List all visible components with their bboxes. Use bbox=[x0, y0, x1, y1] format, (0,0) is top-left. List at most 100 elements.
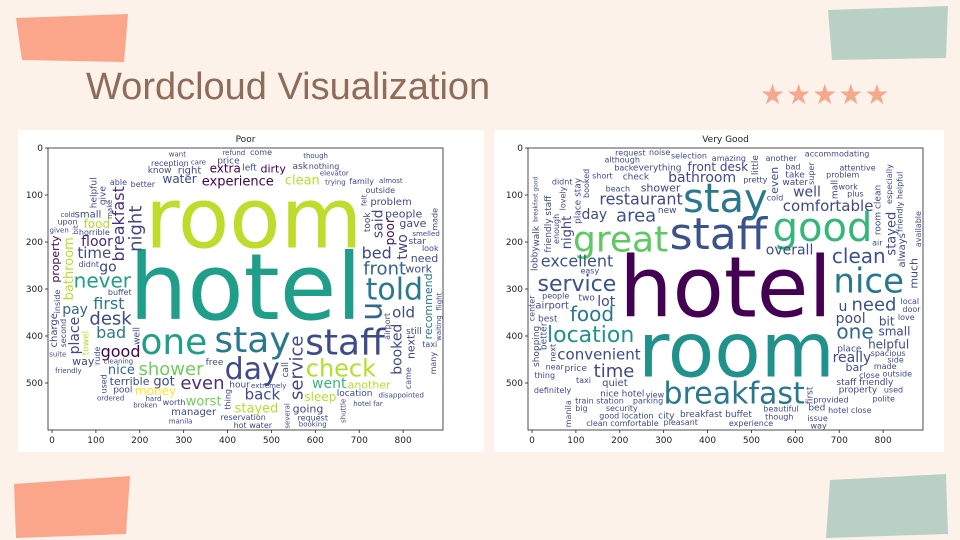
word-very-good: service bbox=[538, 272, 617, 297]
word-very-good: booked bbox=[582, 169, 591, 198]
word-poor: come bbox=[250, 148, 272, 157]
word-poor: never bbox=[74, 268, 132, 292]
word-very-good: two bbox=[578, 294, 595, 304]
word-very-good: mall bbox=[831, 180, 841, 199]
word-poor: suite bbox=[49, 350, 66, 358]
word-poor: ordered bbox=[97, 394, 124, 402]
sage-swatch-top-right bbox=[828, 6, 948, 60]
word-poor: told bbox=[366, 273, 424, 308]
word-very-good: air bbox=[872, 239, 883, 248]
wordcloud-title: Very Good bbox=[702, 135, 749, 145]
word-poor: waiting bbox=[435, 315, 443, 341]
word-very-good: restaurant bbox=[599, 189, 682, 208]
word-very-good: made bbox=[874, 362, 897, 371]
word-poor: airport bbox=[383, 313, 392, 340]
word-very-good: parking bbox=[633, 397, 663, 406]
word-very-good: available bbox=[914, 211, 923, 247]
wordcloud-poor: Poor 0 100 200 300 400 500 600 700 800 0 100 200 300 4… bbox=[26, 135, 444, 446]
word-poor: smelled bbox=[412, 230, 439, 238]
word-poor: booking bbox=[299, 421, 327, 429]
x-tick-label: 0 bbox=[529, 436, 535, 446]
coral-swatch-bottom-left bbox=[14, 476, 130, 538]
word-very-good: although bbox=[604, 156, 639, 165]
word-very-good: friendly helpful bbox=[896, 172, 905, 232]
word-poor: well bbox=[132, 327, 142, 345]
y-tick-label: 400 bbox=[506, 332, 523, 342]
word-very-good: everything bbox=[633, 163, 682, 173]
x-tick-label: 200 bbox=[131, 436, 148, 446]
word-very-good: excellent bbox=[541, 252, 614, 271]
word-very-good: next bbox=[549, 344, 558, 362]
word-very-good: close bbox=[859, 371, 880, 380]
word-poor: day bbox=[225, 352, 280, 387]
word-poor: flight bbox=[435, 292, 443, 310]
word-very-good: breakfast bbox=[664, 377, 806, 412]
word-poor: second bbox=[59, 319, 68, 348]
y-tick-label: 200 bbox=[26, 238, 43, 248]
word-poor: better bbox=[131, 180, 156, 189]
word-poor: said bbox=[370, 209, 386, 238]
word-poor: felt bbox=[361, 194, 369, 206]
word-very-good: night bbox=[560, 216, 575, 249]
word-poor: money bbox=[135, 384, 176, 398]
sage-swatch-bottom-right bbox=[826, 474, 948, 538]
word-poor: reservation bbox=[220, 413, 265, 422]
word-very-good: people bbox=[542, 291, 569, 300]
word-very-good: walk bbox=[532, 225, 542, 246]
word-poor: request bbox=[298, 413, 328, 422]
word-very-good: staff bbox=[670, 209, 769, 260]
word-very-good: beautiful bbox=[763, 404, 798, 413]
word-poor: took bbox=[363, 212, 373, 233]
word-very-good: hotel bbox=[619, 239, 832, 337]
word-very-good: noise bbox=[649, 148, 670, 157]
word-very-good: view bbox=[646, 390, 665, 399]
word-poor: disappointed bbox=[379, 392, 424, 400]
word-very-good: area bbox=[616, 205, 656, 226]
x-tick-label: 700 bbox=[351, 436, 368, 446]
x-tick-label: 600 bbox=[787, 436, 804, 446]
word-very-good: better bbox=[540, 322, 550, 350]
word-very-good: bed bbox=[808, 403, 825, 413]
word-very-good: shower bbox=[641, 181, 681, 194]
word-very-good: experience bbox=[729, 419, 773, 428]
word-poor: reception bbox=[151, 159, 189, 168]
word-very-good: price bbox=[564, 364, 587, 374]
word-very-good: property bbox=[839, 386, 878, 396]
word-poor: night bbox=[125, 206, 146, 252]
word-very-good: pleasant bbox=[664, 418, 698, 427]
x-tick-label: 500 bbox=[743, 436, 760, 446]
word-poor: look bbox=[422, 244, 439, 253]
word-poor: check bbox=[306, 354, 376, 382]
word-poor: pay bbox=[62, 302, 88, 318]
y-tick-label: 100 bbox=[26, 191, 43, 201]
word-poor: given bbox=[50, 227, 69, 235]
word-poor: price bbox=[217, 156, 240, 166]
word-very-good: short bbox=[592, 172, 613, 181]
word-very-good: best bbox=[538, 314, 558, 324]
word-very-good: well bbox=[793, 185, 821, 201]
word-very-good: good location bbox=[599, 411, 653, 420]
word-very-good: need bbox=[852, 294, 897, 315]
word-poor: food bbox=[84, 217, 111, 231]
word-poor: made bbox=[430, 208, 439, 231]
word-very-good: accommodating bbox=[805, 150, 870, 159]
word-poor: front bbox=[363, 258, 406, 279]
word-poor: friendly bbox=[55, 367, 82, 375]
axes-frame bbox=[47, 147, 444, 431]
y-tick-label: 500 bbox=[506, 379, 523, 389]
word-poor: nothing bbox=[309, 162, 340, 171]
word-very-good: time bbox=[594, 361, 635, 382]
word-very-good: friendly staff bbox=[544, 195, 554, 253]
word-poor: make bbox=[106, 200, 114, 219]
word-very-good: food bbox=[570, 302, 614, 326]
word-poor: pool bbox=[113, 386, 132, 396]
word-very-good: day bbox=[581, 207, 607, 223]
y-tick-label: 200 bbox=[506, 238, 523, 248]
word-very-good: hotel close bbox=[828, 406, 871, 415]
word-very-good: breakfast good bbox=[533, 177, 540, 222]
word-very-good: breakfast buffet bbox=[680, 410, 752, 420]
word-very-good: though bbox=[765, 412, 793, 421]
word-poor: room bbox=[145, 170, 362, 268]
word-very-good: airport bbox=[535, 300, 569, 311]
word-poor: almost bbox=[379, 177, 403, 185]
